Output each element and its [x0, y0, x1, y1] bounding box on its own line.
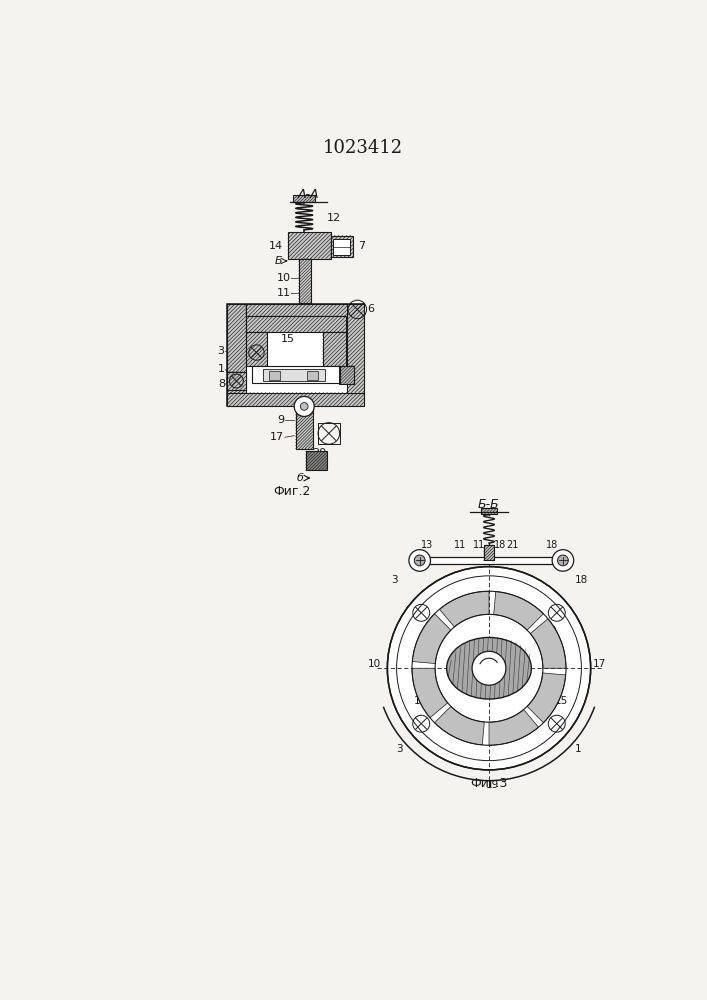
Text: 12: 12 [327, 213, 341, 223]
Text: 21: 21 [506, 540, 518, 550]
Text: 16: 16 [414, 696, 428, 706]
Circle shape [414, 555, 425, 566]
Circle shape [409, 550, 431, 571]
Text: 1023412: 1023412 [322, 139, 403, 157]
Bar [420, 557, 563, 564]
Polygon shape [246, 332, 267, 366]
Circle shape [552, 550, 573, 571]
Polygon shape [481, 508, 497, 514]
Text: б: б [297, 473, 304, 483]
Wedge shape [527, 673, 566, 723]
Bar [264, 369, 325, 381]
Wedge shape [489, 710, 539, 745]
Polygon shape [322, 332, 346, 366]
Circle shape [300, 403, 308, 410]
Text: 1: 1 [218, 364, 225, 374]
Text: 15: 15 [554, 696, 568, 706]
Wedge shape [530, 619, 566, 668]
Polygon shape [299, 259, 311, 303]
Text: Б-Б: Б-Б [478, 498, 500, 511]
Text: 9: 9 [277, 415, 284, 425]
Text: 9: 9 [549, 626, 556, 636]
Text: 18: 18 [494, 540, 507, 550]
Polygon shape [246, 304, 347, 316]
Text: 11: 11 [473, 540, 485, 550]
Polygon shape [227, 393, 364, 406]
Bar [339, 366, 354, 384]
Text: 7: 7 [358, 241, 366, 251]
Text: 13: 13 [421, 540, 433, 550]
Polygon shape [293, 195, 315, 202]
Polygon shape [340, 366, 354, 384]
Text: 6: 6 [368, 304, 374, 314]
Text: A-A: A-A [298, 188, 320, 201]
Polygon shape [296, 409, 313, 449]
Circle shape [294, 396, 314, 416]
Ellipse shape [447, 637, 532, 699]
Text: 17: 17 [270, 432, 284, 442]
Polygon shape [227, 304, 246, 406]
Text: 11: 11 [276, 288, 291, 298]
Text: Б: Б [275, 256, 283, 266]
Text: 18: 18 [575, 575, 588, 585]
Text: 19: 19 [486, 780, 499, 790]
Text: 3: 3 [217, 346, 224, 356]
Bar [269, 371, 279, 380]
Polygon shape [347, 304, 364, 393]
Wedge shape [493, 592, 544, 630]
Bar [252, 366, 340, 383]
Wedge shape [435, 706, 484, 745]
Wedge shape [440, 591, 489, 627]
Text: 20: 20 [312, 448, 326, 458]
Text: Фиг.2: Фиг.2 [273, 485, 310, 498]
Bar [227, 304, 364, 406]
Wedge shape [412, 668, 448, 718]
Text: 1: 1 [575, 744, 582, 754]
Text: 11: 11 [454, 540, 466, 550]
Text: 17: 17 [593, 659, 606, 669]
Polygon shape [331, 235, 353, 257]
Text: 18: 18 [546, 540, 559, 550]
Polygon shape [246, 316, 346, 332]
Polygon shape [227, 372, 246, 390]
Circle shape [472, 651, 506, 685]
Circle shape [387, 567, 590, 770]
Polygon shape [288, 232, 331, 259]
Text: 10: 10 [276, 273, 291, 283]
Circle shape [558, 555, 568, 566]
Text: 15: 15 [281, 334, 295, 344]
Bar [334, 239, 351, 255]
Text: Фиг.3: Фиг.3 [470, 777, 508, 790]
Text: 8: 8 [218, 379, 225, 389]
Text: 14: 14 [269, 241, 283, 251]
Text: 3: 3 [392, 575, 398, 585]
Polygon shape [305, 451, 327, 470]
Bar [318, 423, 339, 444]
Text: 10: 10 [368, 659, 381, 669]
Circle shape [397, 576, 581, 761]
Wedge shape [412, 614, 451, 664]
Polygon shape [484, 545, 494, 560]
Text: 3: 3 [396, 744, 403, 754]
Bar [308, 371, 318, 380]
